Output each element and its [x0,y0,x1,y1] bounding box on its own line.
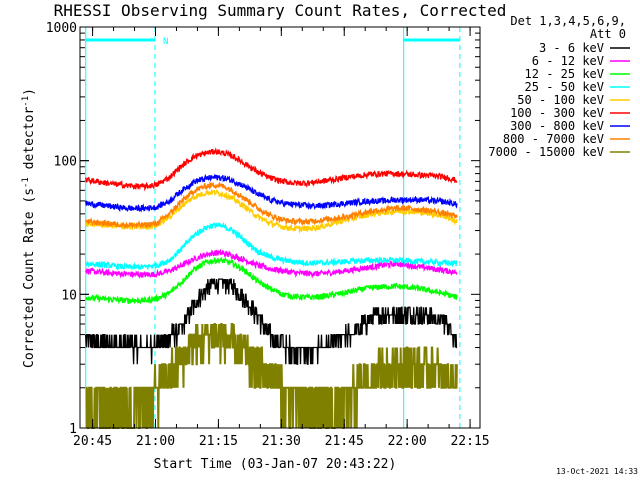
x-tick-label: 21:45 [325,434,364,449]
x-tick-label: 21:00 [136,434,175,449]
y-tick-label: 10 [61,288,77,303]
y-axis-label-mid: detector [22,107,37,178]
legend-label: 800 - 7000 keV [503,132,604,146]
x-tick-label: 20:45 [73,434,112,449]
marker-n-label: N [163,37,168,47]
legend-label: 50 - 100 keV [517,93,604,107]
plot-frame [79,26,481,429]
legend-header-line1: Det 1,3,4,5,6,9, [510,14,626,28]
legend-label: 100 - 300 keV [510,106,604,120]
y-axis-label-main: Corrected Count Rate (s [22,188,37,368]
y-tick-label: 1000 [46,21,77,36]
y-axis-label: Corrected Count Rate (s-1 detector-1) [21,88,37,368]
y-tick-label: 100 [54,155,77,170]
x-tick-label: 22:15 [450,434,489,449]
x-tick-label: 21:30 [262,434,301,449]
series-line-6 [85,173,458,213]
chart-title: RHESSI Observing Summary Count Rates, Co… [54,1,507,20]
y-tick-label: 1 [69,422,77,437]
y-axis-label-sup2: -1 [21,96,31,107]
legend-label: 25 - 50 keV [525,80,604,94]
series-line-4 [85,189,458,234]
x-axis-label: Start Time (03-Jan-07 20:43:22) [154,457,397,472]
y-axis-label-sup1: -1 [21,177,31,188]
axes: 1 10 100 1000 20:45 21:00 21:15 21:30 21:45 22:00… [46,21,490,449]
legend-label: 6 - 12 keV [532,54,604,68]
x-tick-label: 21:15 [199,434,238,449]
series-line-1 [85,248,458,279]
timestamp: 13-Oct-2021 14:33 [556,467,638,476]
series-line-5 [85,147,458,192]
series-line-2 [85,256,458,305]
legend-label: 7000 - 15000 keV [488,145,604,159]
series-line-3 [85,221,458,271]
x-tick-label: 22:00 [388,434,427,449]
plot-area: N [85,27,461,429]
legend-label: 3 - 6 keV [539,41,604,55]
series-line-8 [85,323,458,429]
y-axis-label-end: ) [22,88,37,96]
series-line-7 [85,181,458,230]
series-line-0 [85,278,458,365]
legend-header-line2: Att 0 [590,27,626,41]
legend-label: 12 - 25 keV [525,67,604,81]
legend-label: 300 - 800 keV [510,119,604,133]
